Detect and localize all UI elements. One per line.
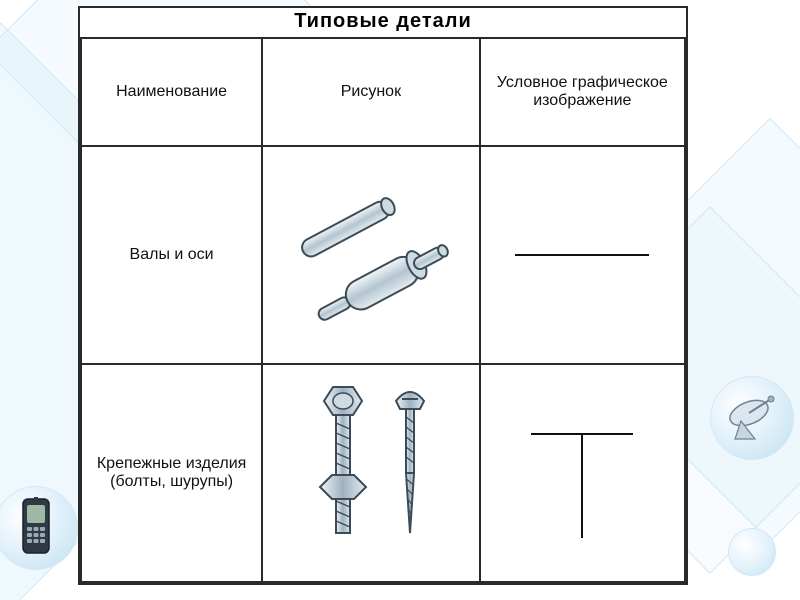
row-drawing-fasteners bbox=[262, 364, 479, 582]
bubble-small bbox=[728, 528, 776, 576]
fastener-symbol-icon bbox=[497, 388, 667, 558]
mobile-phone-icon bbox=[15, 497, 57, 559]
satellite-dish-icon bbox=[721, 391, 783, 445]
row-symbol-shafts bbox=[480, 146, 685, 364]
row-name-fasteners: Крепежные изделия (болты, шурупы) bbox=[81, 364, 262, 582]
table: Наименование Рисунок Условное графическо… bbox=[80, 37, 686, 583]
header-drawing: Рисунок bbox=[262, 38, 479, 146]
header-symbol: Условное графическое изображение bbox=[480, 38, 685, 146]
fasteners-icon bbox=[276, 373, 466, 573]
row-drawing-shafts bbox=[262, 146, 479, 364]
row-name-shafts: Валы и оси bbox=[81, 146, 262, 364]
table-header-row: Наименование Рисунок Условное графическо… bbox=[81, 38, 685, 146]
bubble-antenna bbox=[710, 376, 794, 460]
parts-table: Типовые детали Наименование Рисунок Усло… bbox=[78, 6, 688, 585]
table-row: Крепежные изделия (болты, шурупы) bbox=[81, 364, 685, 582]
row-symbol-fasteners bbox=[480, 364, 685, 582]
table-title: Типовые детали bbox=[80, 8, 686, 37]
table-row: Валы и оси bbox=[81, 146, 685, 364]
shafts-icon bbox=[276, 170, 466, 340]
shaft-symbol-icon bbox=[497, 195, 667, 315]
header-name: Наименование bbox=[81, 38, 262, 146]
